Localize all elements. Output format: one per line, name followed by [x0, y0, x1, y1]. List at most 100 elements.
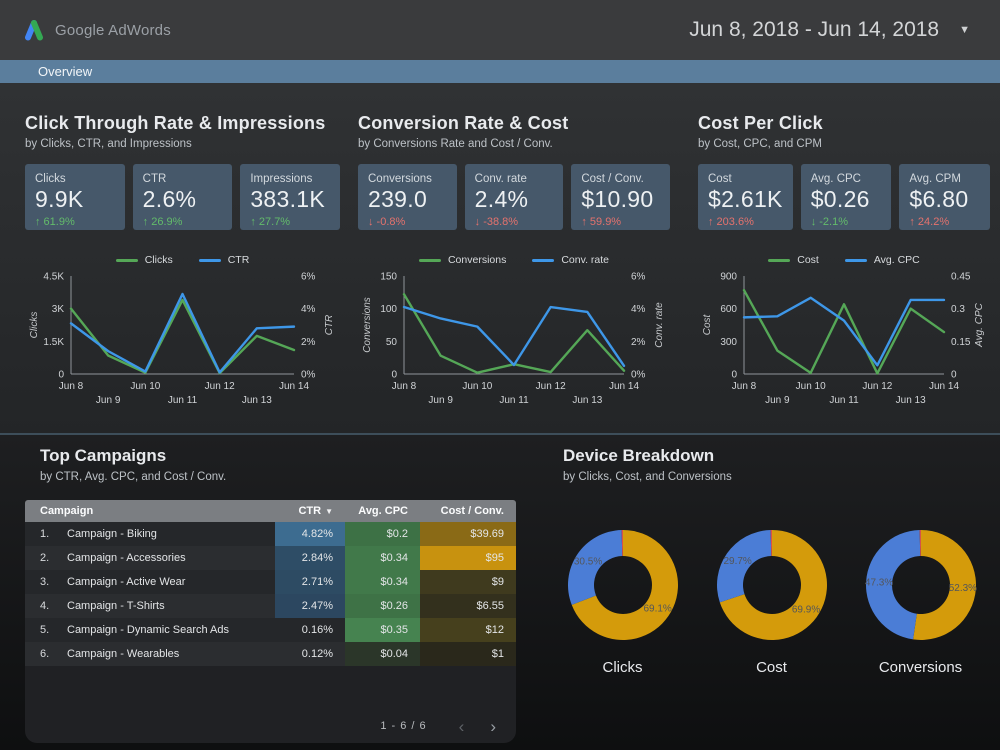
legend-item-avg-cpc: Avg. CPC	[844, 254, 920, 266]
campaign-name: Campaign - Dynamic Search Ads	[67, 624, 230, 636]
brand-text: Google AdWords	[55, 21, 171, 39]
date-range-picker[interactable]: Jun 8, 2018 - Jun 14, 2018 ▼	[689, 18, 978, 42]
cost-conv-cell: $95	[420, 546, 516, 570]
section-title: Click Through Rate & Impressions	[25, 113, 326, 133]
svg-text:0: 0	[731, 370, 737, 381]
legend-label: Conversions	[447, 254, 507, 266]
row-rank: 4.	[40, 600, 50, 612]
column-header-campaign[interactable]: Campaign	[40, 505, 94, 517]
table-row: 6. Campaign - Wearables 0.12% $0.04 $1	[25, 642, 516, 666]
svg-text:69.9%: 69.9%	[791, 605, 819, 616]
svg-text:50: 50	[386, 337, 398, 348]
column-header-ctr[interactable]: CTR ▼	[298, 505, 333, 517]
campaign-name-cell: 1. Campaign - Biking	[25, 522, 275, 546]
scorecard-delta: ↑ 26.9%	[142, 216, 183, 228]
svg-text:Jun 8: Jun 8	[732, 381, 757, 392]
chart-legend: Conversions Conv. rate	[358, 252, 670, 268]
legend-item-clicks: Clicks	[115, 254, 173, 266]
scorecard-value: 383.1K	[250, 186, 326, 212]
ctr-cell: 0.16%	[301, 624, 333, 636]
svg-text:0%: 0%	[631, 370, 646, 381]
table-row: 1. Campaign - Biking 4.82% $0.2 $39.69	[25, 522, 516, 546]
chart-legend: Cost Avg. CPC	[698, 252, 990, 268]
cost-conv-cell: $39.69	[420, 522, 516, 546]
donut-charts: 69.1% 30.5% Clicks 69.9% 29.7% Cost 52.3% 47.3%…	[553, 520, 990, 676]
chevron-down-icon[interactable]: ▼	[959, 24, 970, 36]
donut-chart-conversions: 52.3% 47.3%	[864, 530, 977, 640]
scorecard-label: Cost	[708, 173, 732, 185]
scorecard-impressions: Impressions 383.1K ↑ 27.7%	[240, 164, 341, 230]
scorecard-value: $0.26	[810, 186, 870, 212]
campaign-name: Campaign - Accessories	[67, 552, 186, 564]
row-rank: 1.	[40, 528, 50, 540]
chart-cost-cpc: Cost Avg. CPC 0 0 300 0.15 600 0.3 900 0.45 Cost A…	[698, 252, 990, 425]
section-subtitle: by Conversions Rate and Cost / Conv.	[358, 138, 553, 150]
campaigns-subtitle: by CTR, Avg. CPC, and Cost / Conv.	[40, 471, 227, 483]
legend-swatch-icon	[115, 258, 138, 262]
section-cost-per-click: Cost Per Click by Cost, CPC, and CPM Cos…	[698, 83, 991, 433]
svg-text:69.1%: 69.1%	[643, 604, 671, 615]
pagination-label: 1 - 6 / 6	[380, 720, 427, 732]
svg-text:Clicks: Clicks	[29, 312, 40, 339]
column-header-cost-conv-[interactable]: Cost / Conv.	[440, 505, 504, 517]
svg-text:4.5K: 4.5K	[43, 272, 64, 283]
scorecard-value: $2.61K	[708, 186, 783, 212]
table-body: 1. Campaign - Biking 4.82% $0.2 $39.69 2. Camp…	[25, 522, 516, 666]
svg-text:150: 150	[380, 272, 397, 283]
svg-text:Jun 10: Jun 10	[796, 381, 826, 392]
scorecard-cost-conv-: Cost / Conv. $10.90 ↑ 59.9%	[571, 164, 671, 230]
legend-item-cost: Cost	[768, 254, 819, 266]
svg-text:0: 0	[951, 370, 957, 381]
scorecard-delta: ↓ -2.1%	[810, 216, 848, 228]
chart-conversions-rate: Conversions Conv. rate 0 0% 50 2% 100 4% 150 6% C…	[358, 252, 670, 425]
campaigns-table: Campaign CTR ▼ Avg. CPC Cost / Conv. 1. Campa…	[25, 500, 516, 743]
scorecard-value: 9.9K	[35, 186, 84, 212]
svg-text:30.5%: 30.5%	[573, 557, 601, 568]
metrics-section: Click Through Rate & Impressions by Clic…	[0, 83, 1000, 433]
sort-desc-icon: ▼	[325, 507, 333, 516]
tab-overview[interactable]: Overview	[38, 64, 93, 79]
scorecard-conv-rate: Conv. rate 2.4% ↓ -38.8%	[464, 164, 564, 230]
svg-text:900: 900	[720, 272, 737, 283]
scorecard-delta: ↑ 203.6%	[708, 216, 754, 228]
cost-conv-cell: $6.55	[420, 594, 516, 618]
scorecard-delta: ↑ 61.9%	[35, 216, 75, 228]
svg-text:Jun 13: Jun 13	[572, 395, 602, 406]
scorecard-cost: Cost $2.61K ↑ 203.6%	[698, 164, 793, 230]
donut-clicks: 69.1% 30.5% Clicks	[553, 520, 692, 676]
donut-chart-cost: 69.9% 29.7%	[716, 530, 827, 640]
svg-text:Jun 11: Jun 11	[168, 395, 198, 406]
campaign-name-cell: 2. Campaign - Accessories	[25, 546, 275, 570]
section-title: Conversion Rate & Cost	[358, 113, 569, 133]
donut-chart-clicks: 69.1% 30.5%	[567, 530, 678, 640]
table-header-row: Campaign CTR ▼ Avg. CPC Cost / Conv.	[25, 500, 516, 522]
scorecards: Cost $2.61K ↑ 203.6% Avg. CPC $0.26 ↓ -2.1% Av…	[698, 164, 991, 230]
campaign-name-cell: 4. Campaign - T-Shirts	[25, 594, 275, 618]
cost-conv-cell: $12	[420, 618, 516, 642]
scorecard-value: $6.80	[909, 186, 969, 212]
legend-swatch-icon	[768, 258, 791, 262]
svg-text:Jun 14: Jun 14	[279, 381, 309, 392]
svg-text:0.3: 0.3	[951, 304, 965, 315]
pagination-prev-icon[interactable]: ‹	[453, 718, 471, 735]
pagination-next-icon[interactable]: ›	[484, 718, 502, 735]
svg-text:4%: 4%	[301, 304, 316, 315]
svg-text:0.45: 0.45	[951, 272, 971, 283]
svg-text:Cost: Cost	[702, 313, 713, 335]
ctr-cell: 2.84%	[275, 546, 345, 570]
svg-text:3K: 3K	[52, 304, 65, 315]
campaign-name: Campaign - Active Wear	[67, 576, 186, 588]
brand: Google AdWords	[22, 19, 171, 41]
avg-cpc-cell: $0.35	[345, 618, 420, 642]
legend-swatch-icon	[844, 258, 867, 262]
date-range-value: Jun 8, 2018 - Jun 14, 2018	[689, 18, 940, 41]
legend-swatch-icon	[198, 258, 221, 262]
donut-title: Conversions	[878, 659, 963, 676]
svg-text:300: 300	[720, 337, 737, 348]
chart-clicks-ctr: Clicks CTR 0 0% 1.5K 2% 3K 4% 4.5K 6% Clicks CTR Ju…	[25, 252, 340, 425]
scorecard-delta: ↑ 59.9%	[581, 216, 622, 228]
column-header-avg-cpc[interactable]: Avg. CPC	[358, 505, 408, 517]
scorecard-delta: ↑ 24.2%	[909, 216, 950, 228]
scorecard-label: Avg. CPC	[810, 173, 861, 185]
campaign-name: Campaign - Wearables	[67, 648, 180, 660]
